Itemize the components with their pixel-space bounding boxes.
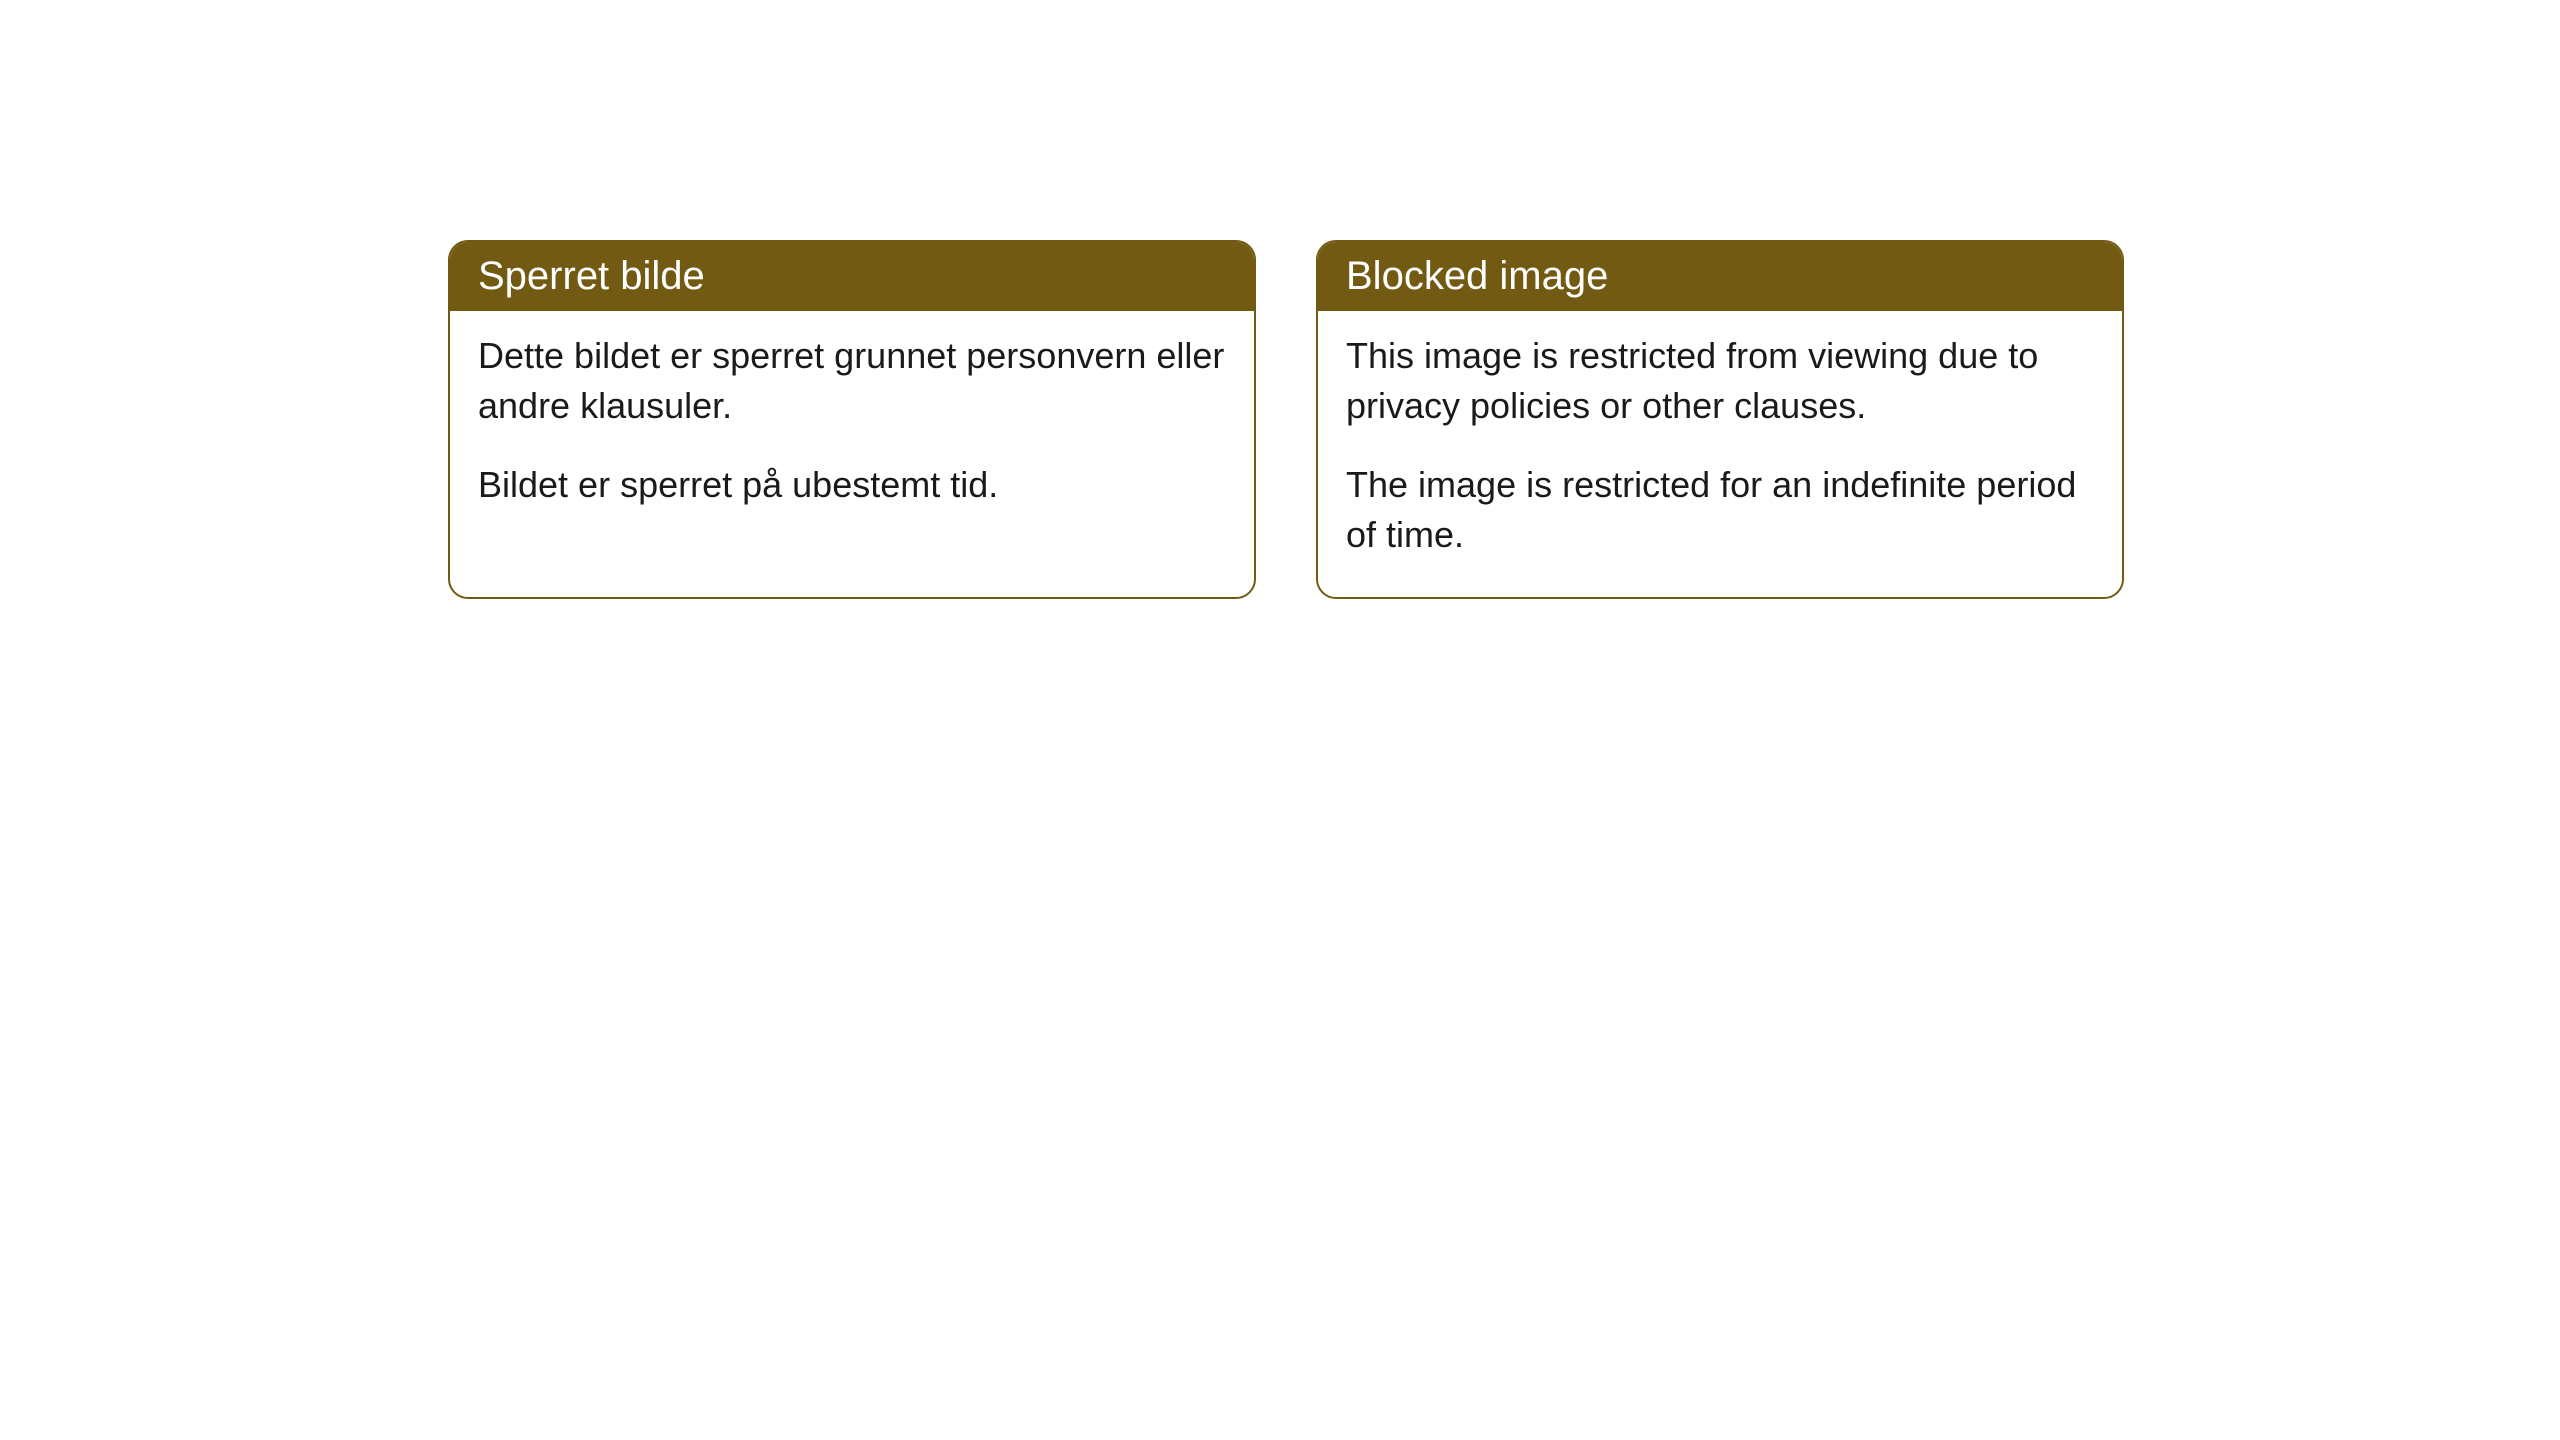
card-title: Blocked image xyxy=(1346,254,1608,298)
card-paragraph: The image is restricted for an indefinit… xyxy=(1346,460,2094,561)
card-header: Blocked image xyxy=(1318,242,2122,311)
card-body: This image is restricted from viewing du… xyxy=(1318,311,2122,597)
card-paragraph: Dette bildet er sperret grunnet personve… xyxy=(478,331,1226,432)
notice-container: Sperret bilde Dette bildet er sperret gr… xyxy=(0,0,2560,599)
card-title: Sperret bilde xyxy=(478,254,705,298)
card-paragraph: This image is restricted from viewing du… xyxy=(1346,331,2094,432)
card-paragraph: Bildet er sperret på ubestemt tid. xyxy=(478,460,1226,510)
card-body: Dette bildet er sperret grunnet personve… xyxy=(450,311,1254,546)
notice-card-norwegian: Sperret bilde Dette bildet er sperret gr… xyxy=(448,240,1256,599)
card-header: Sperret bilde xyxy=(450,242,1254,311)
notice-card-english: Blocked image This image is restricted f… xyxy=(1316,240,2124,599)
